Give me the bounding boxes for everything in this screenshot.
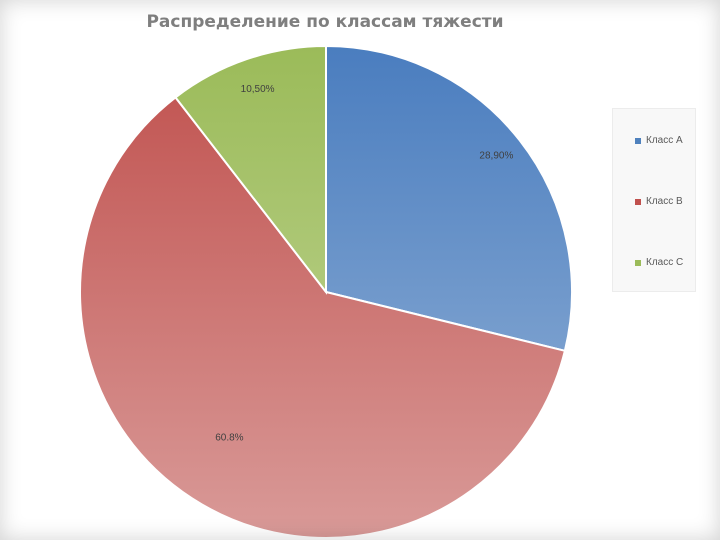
legend-item-class-c: Класс С	[635, 257, 683, 268]
pie-slice-class-c	[174, 44, 327, 295]
legend-item-class-a: Класс А	[635, 135, 683, 146]
data-label-class-a: 28,90%	[479, 150, 513, 161]
data-label-class-c: 10,50%	[241, 84, 275, 95]
legend-label-class-c: Класс С	[646, 257, 684, 268]
legend-swatch-class-a	[635, 137, 641, 144]
legend-swatch-class-c	[635, 259, 641, 266]
legend-item-class-b: Класс В	[635, 196, 683, 207]
data-label-class-b: 60.8%	[215, 432, 243, 443]
chart-legend: Класс А Класс В Класс С	[612, 108, 696, 292]
legend-swatch-class-b	[635, 198, 641, 205]
legend-label-class-b: Класс В	[646, 196, 683, 207]
chart-title: Распределение по классам тяжести	[146, 12, 504, 32]
pie-slice-class-a	[325, 44, 573, 353]
legend-label-class-a: Класс А	[646, 135, 683, 146]
pie-slice-class-b	[79, 96, 567, 539]
